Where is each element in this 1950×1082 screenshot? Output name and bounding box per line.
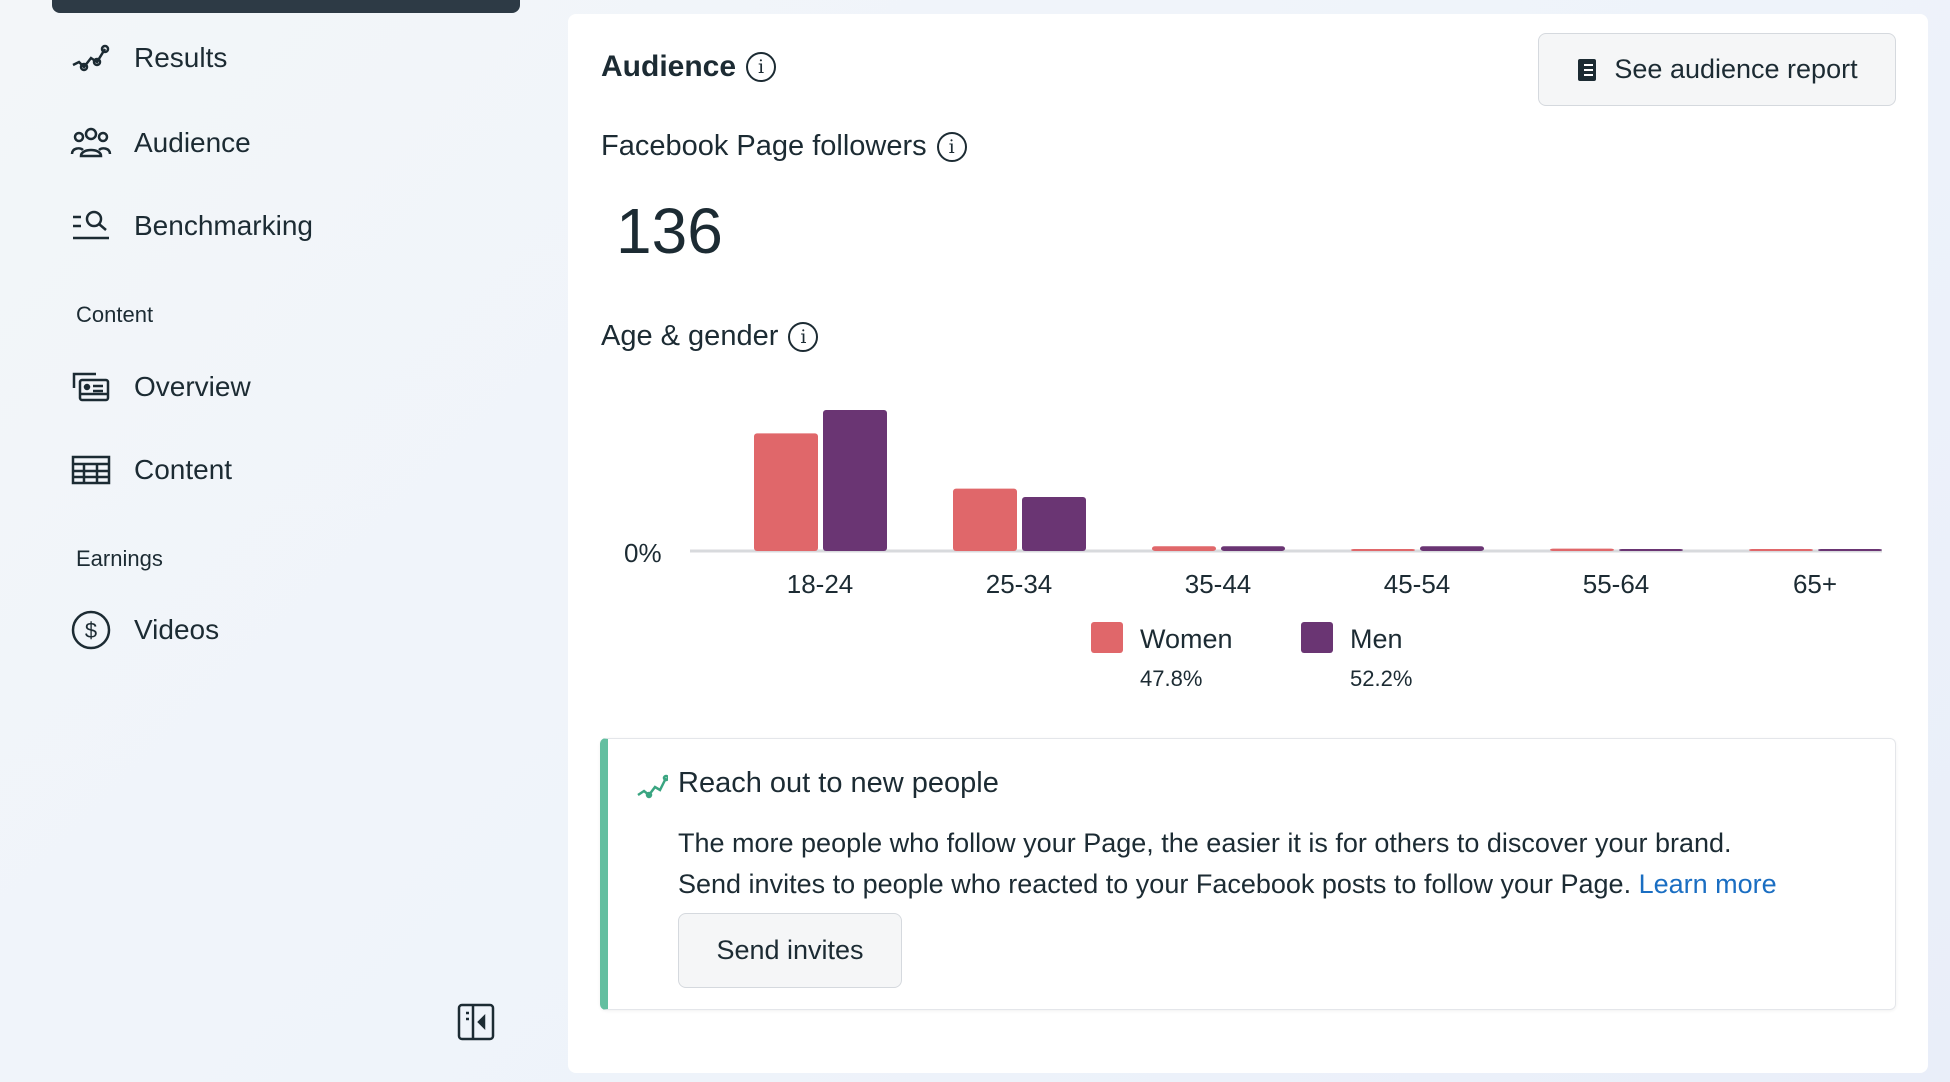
bar-men-35-44[interactable] [1221, 546, 1285, 551]
legend-swatch-men [1301, 622, 1333, 653]
sidebar-item-label: Results [134, 42, 228, 73]
sidebar-item-label: Videos [134, 614, 220, 645]
info-icon[interactable]: i [746, 52, 777, 82]
results-icon [72, 44, 110, 72]
followers-heading: Facebook Page followers i [601, 130, 967, 163]
sidebar-item-content[interactable]: Content [70, 449, 232, 491]
x-tick-label: 18-24 [787, 569, 854, 599]
bar-women-65+[interactable] [1749, 549, 1813, 551]
benchmarking-icon [73, 210, 109, 240]
bar-men-18-24[interactable] [823, 409, 887, 551]
bar-men-25-34[interactable] [1022, 496, 1086, 551]
audience-title: Audience [601, 50, 737, 83]
section-content-heading: Content [76, 302, 154, 327]
reach-title: Reach out to new people [678, 767, 999, 799]
age-gender-label: Age & gender [601, 320, 779, 352]
see-audience-report-button[interactable]: See audience report [1538, 33, 1896, 106]
bar-women-35-44[interactable] [1152, 546, 1216, 551]
sidebar-item-videos[interactable]: $ Videos [70, 609, 219, 651]
sidebar-item-results[interactable]: Results [70, 37, 227, 79]
sidebar-item-label: Benchmarking [134, 210, 313, 241]
followers-label: Facebook Page followers [601, 130, 927, 162]
audience-icon [70, 127, 112, 158]
sidebar-item-overview[interactable]: Overview [70, 366, 251, 408]
sidebar-item-label: Content [134, 454, 233, 485]
bar-men-45-54[interactable] [1420, 546, 1484, 551]
sidebar-item-label: Audience [134, 127, 251, 158]
sidebar-item-audience[interactable]: Audience [70, 122, 251, 164]
bar-women-18-24[interactable] [754, 433, 818, 551]
y-tick-label: 0% [624, 538, 662, 568]
send-invites-button[interactable]: Send invites [678, 913, 902, 988]
reach-line-1: The more people who follow your Page, th… [678, 828, 1732, 858]
info-icon[interactable]: i [936, 131, 967, 162]
audience-card: Audience i See audience report Facebook P… [568, 14, 1928, 1073]
collapse-sidebar-icon[interactable] [456, 1002, 496, 1042]
legend-label: Men [1350, 624, 1403, 654]
svg-text:$: $ [85, 618, 97, 643]
legend-percent: 47.8% [1140, 666, 1202, 691]
legend-swatch-women [1091, 622, 1123, 653]
button-label: See audience report [1614, 54, 1858, 84]
legend-percent: 52.2% [1350, 666, 1412, 691]
sidebar-top-button[interactable] [52, 0, 520, 13]
learn-more-link[interactable]: Learn more [1638, 869, 1777, 899]
x-tick-label: 35-44 [1185, 569, 1252, 599]
sidebar-item-label: Overview [134, 371, 251, 402]
age-gender-heading: Age & gender i [601, 320, 819, 353]
x-tick-label: 65+ [1793, 569, 1837, 599]
table-icon [71, 455, 111, 485]
reach-body: The more people who follow your Page, th… [678, 823, 1777, 905]
growth-icon [637, 774, 668, 799]
x-tick-label: 25-34 [986, 569, 1053, 599]
bar-women-55-64[interactable] [1550, 548, 1614, 551]
section-earnings-heading: Earnings [76, 546, 163, 571]
bar-women-25-34[interactable] [953, 488, 1017, 551]
overview-icon [72, 372, 110, 402]
x-tick-label: 45-54 [1384, 569, 1451, 599]
age-gender-chart: 0% 18-24 25-34 35-44 45-54 55-64 65+ Women 47.8%… [624, 409, 1882, 691]
followers-count: 136 [616, 195, 723, 267]
dollar-icon: $ [71, 610, 111, 650]
button-label: Send invites [716, 935, 864, 965]
x-tick-label: 55-64 [1583, 569, 1650, 599]
report-icon [1578, 58, 1597, 81]
bar-men-65+[interactable] [1818, 549, 1882, 551]
bar-men-55-64[interactable] [1619, 549, 1683, 551]
audience-heading: Audience i [601, 50, 777, 84]
sidebar-item-benchmarking[interactable]: Benchmarking [70, 205, 313, 247]
bar-women-45-54[interactable] [1351, 549, 1415, 551]
info-icon[interactable]: i [788, 321, 819, 352]
legend-label: Women [1140, 624, 1233, 654]
reach-line-2: Send invites to people who reacted to yo… [678, 869, 1632, 899]
reach-out-panel: Reach out to new people The more people … [600, 738, 1896, 1010]
